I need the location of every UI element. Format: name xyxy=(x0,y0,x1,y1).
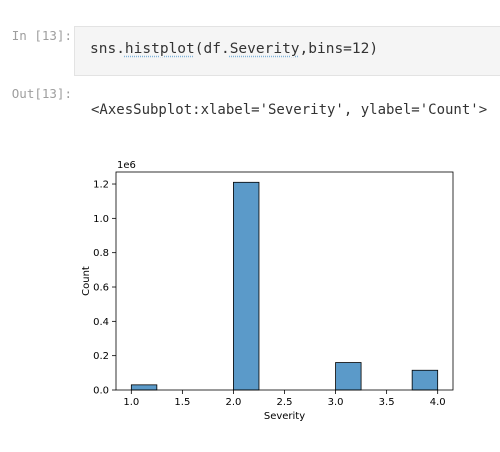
plot-frame xyxy=(115,171,454,391)
y-tick-label-4: 0.8 xyxy=(93,248,109,259)
code-line[interactable]: sns.histplot(df.Severity,bins=12) xyxy=(90,41,378,57)
x-tick-label-6: 4.0 xyxy=(430,397,446,408)
y-tick-label-0: 0.0 xyxy=(93,386,109,397)
histogram-bar-1 xyxy=(233,181,260,391)
histogram-bar-2 xyxy=(335,362,362,391)
histogram-bar-0 xyxy=(130,384,158,391)
input-prompt: In [13]: xyxy=(11,28,72,43)
y-offset-label: 1e6 xyxy=(117,160,136,171)
y-tick-label-3: 0.6 xyxy=(93,283,109,294)
code-args-rest: ,bins=12) xyxy=(299,41,379,57)
y-axis-label: Count xyxy=(81,266,92,296)
x-axis-label: Severity xyxy=(264,411,305,422)
x-tick-label-3: 2.5 xyxy=(277,397,293,408)
y-tick-label-5: 1.0 xyxy=(93,214,109,225)
y-tick-label-6: 1.2 xyxy=(93,180,109,191)
code-attribute: Severity xyxy=(229,41,300,57)
output-prompt: Out[13]: xyxy=(11,86,72,101)
code-cell-input[interactable]: sns.histplot(df.Severity,bins=12) xyxy=(74,26,500,76)
x-tick-label-1: 1.5 xyxy=(174,397,190,408)
x-tick-label-2: 2.0 xyxy=(225,397,241,408)
output-text: <AxesSubplot:xlabel='Severity', ylabel='… xyxy=(91,102,488,118)
code-args-open: (df. xyxy=(194,41,230,57)
histogram-bar-3 xyxy=(411,369,439,391)
code-function: histplot xyxy=(124,41,195,57)
y-tick-label-1: 0.2 xyxy=(93,351,109,362)
x-tick-label-0: 1.0 xyxy=(123,397,139,408)
histogram-chart: 1.0 1.5 2.0 2.5 3.0 3.5 4.0 0.0 0.2 0.4 0.6 0.8 1.0 1… xyxy=(81,160,454,422)
x-tick-label-5: 3.5 xyxy=(379,397,395,408)
x-tick-label-4: 3.0 xyxy=(328,397,344,408)
y-tick-label-2: 0.4 xyxy=(93,317,109,328)
code-module: sns. xyxy=(90,41,125,57)
